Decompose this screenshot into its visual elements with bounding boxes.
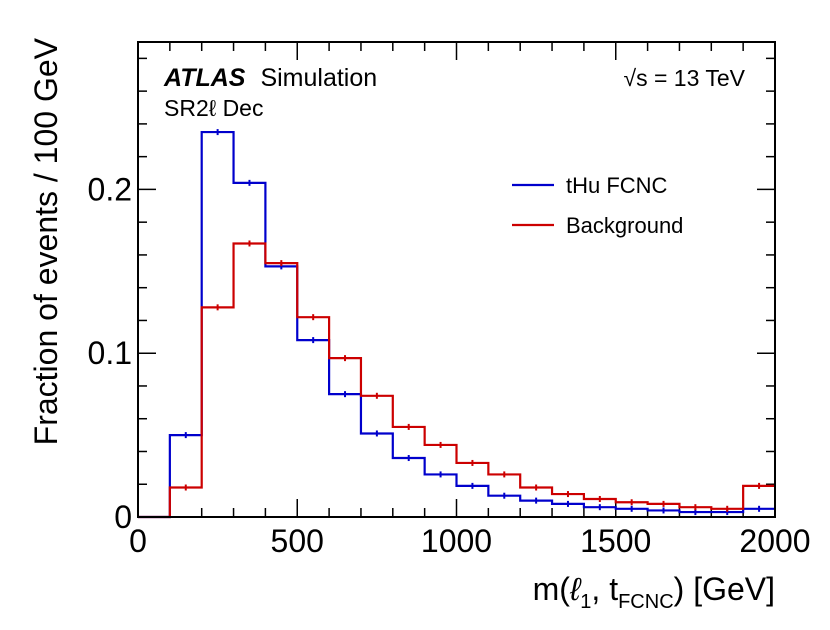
plot-frame (137, 41, 776, 518)
series-thu-fcnc (138, 129, 775, 519)
x-tick-label: 1500 (580, 523, 651, 559)
series-background (138, 240, 775, 519)
region-label: SR2ℓ Dec (164, 95, 263, 121)
atlas-suffix: Simulation (260, 64, 377, 92)
y-tick-label: 0 (114, 499, 132, 535)
x-axis-label: m(ℓ1, tFCNC) [GeV] (533, 571, 775, 613)
energy-label: √s = 13 TeV (623, 65, 745, 91)
legend: tHu FCNC Background (512, 173, 683, 238)
x-tick-label: 2000 (739, 523, 810, 559)
atlas-label: ATLAS Simulation (163, 64, 377, 92)
x-tick-label: 500 (271, 523, 324, 559)
axes: 0 500 1000 1500 2000 0 0.1 0.2 (88, 42, 811, 559)
legend-label: tHu FCNC (566, 173, 668, 198)
atlas-experiment: ATLAS (163, 64, 246, 92)
y-axis-label: Fraction of events / 100 GeV (28, 37, 64, 445)
x-tick-label: 0 (129, 523, 147, 559)
x-tick-label: 1000 (421, 523, 492, 559)
series-layer (138, 129, 775, 519)
series-line (138, 130, 775, 519)
y-tick-label: 0.1 (88, 335, 132, 371)
y-tick-label: 0.2 (88, 171, 132, 207)
legend-label: Background (566, 213, 683, 238)
